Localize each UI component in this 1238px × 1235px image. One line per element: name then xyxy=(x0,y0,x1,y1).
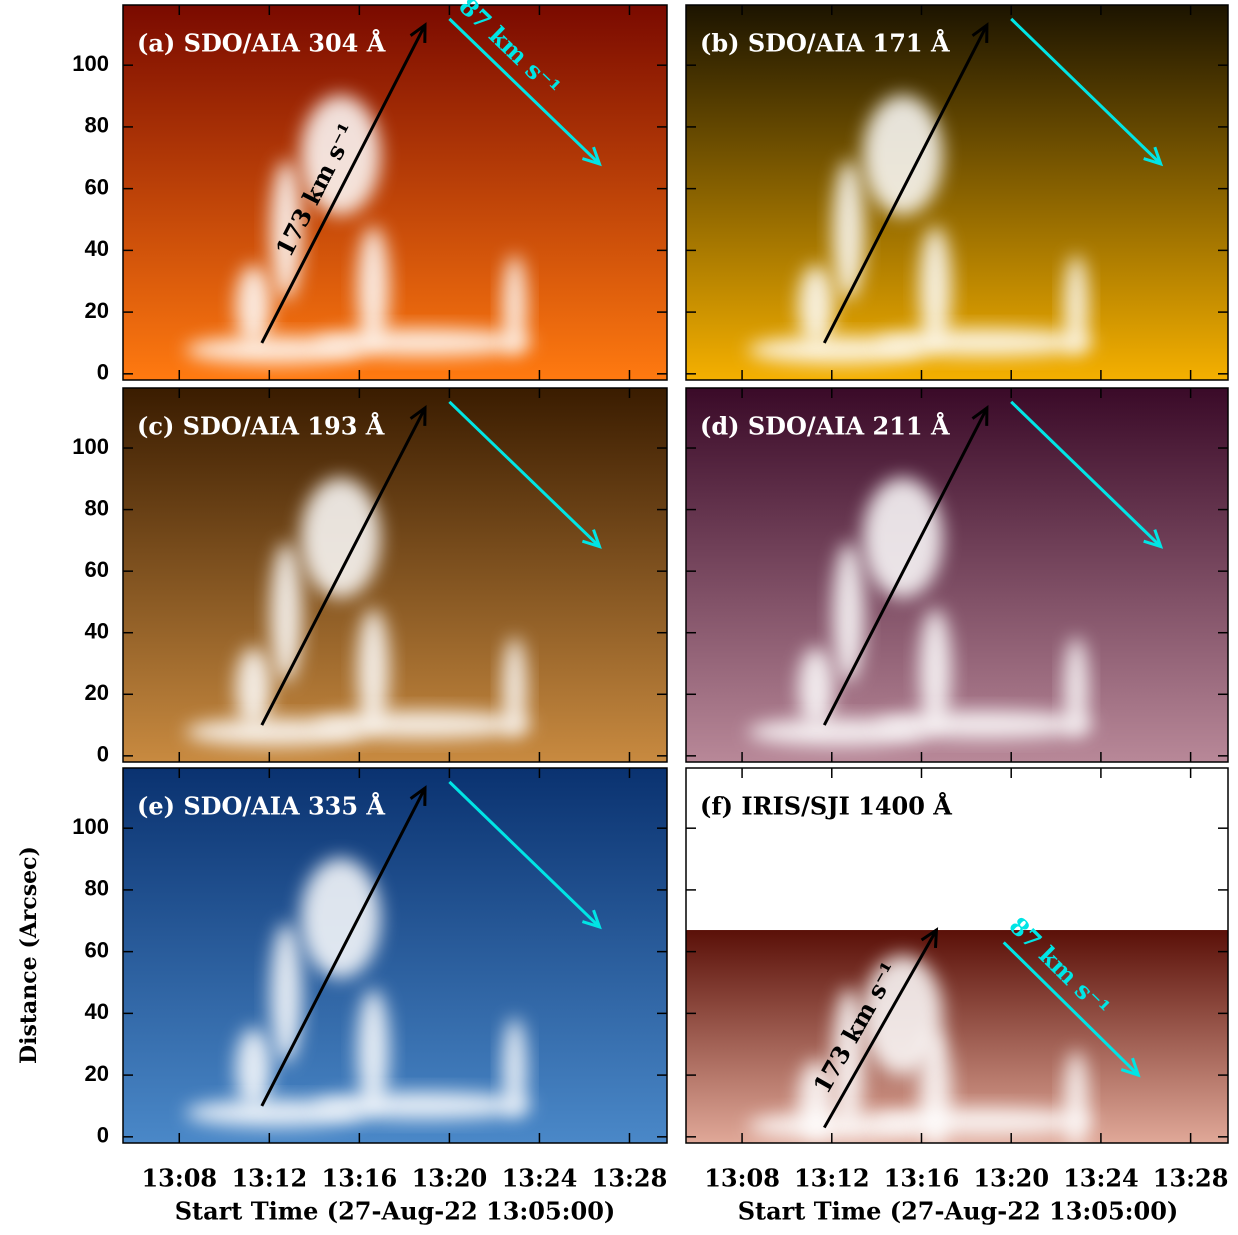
x-tick-label: 13:16 xyxy=(322,1164,398,1193)
bright-feature xyxy=(874,711,1094,739)
panel: 0 20 40 60 80 100 (c) SDO/AIA 193 Å xyxy=(72,388,667,767)
x-tick-label: 13:12 xyxy=(794,1164,870,1193)
x-tick-label: 13:24 xyxy=(502,1164,578,1193)
y-tick-label: 80 xyxy=(85,876,109,901)
bright-feature xyxy=(1064,637,1088,737)
panel-title: (a) SDO/AIA 304 Å xyxy=(137,29,386,58)
image-background xyxy=(123,768,667,1143)
image xyxy=(686,930,1228,1150)
y-tick-label: 60 xyxy=(85,557,109,582)
x-tick-label: 13:20 xyxy=(973,1164,1049,1193)
bright-feature xyxy=(503,637,527,737)
bright-feature xyxy=(312,1092,532,1120)
bright-feature xyxy=(863,95,943,215)
y-tick-label: 0 xyxy=(97,1123,109,1148)
y-axis-label: Distance (Arcsec) xyxy=(16,846,42,1064)
bright-feature xyxy=(874,329,1094,357)
x-axis-label: Start Time (27-Aug-22 13:05:00) xyxy=(175,1197,616,1226)
image xyxy=(686,5,1228,380)
panel-title: (c) SDO/AIA 193 Å xyxy=(137,412,385,441)
y-tick-label: 60 xyxy=(85,937,109,962)
bright-feature xyxy=(357,989,389,1109)
panel: (b) SDO/AIA 171 Å xyxy=(686,5,1228,380)
bright-feature xyxy=(312,711,532,739)
image-background xyxy=(686,5,1228,380)
panel-title: (e) SDO/AIA 335 Å xyxy=(137,792,385,821)
image xyxy=(123,768,667,1143)
y-tick-label: 80 xyxy=(85,495,109,520)
y-tick-label: 20 xyxy=(85,298,109,323)
x-tick-label: 13:28 xyxy=(592,1164,668,1193)
bright-feature xyxy=(270,923,302,1063)
y-tick-label: 0 xyxy=(97,742,109,767)
bright-feature xyxy=(503,1018,527,1118)
panel-title: (d) SDO/AIA 211 Å xyxy=(700,412,950,441)
y-tick-label: 80 xyxy=(85,113,109,138)
bright-feature xyxy=(833,542,865,682)
bright-feature xyxy=(503,255,527,355)
image-background xyxy=(123,388,667,762)
x-tick-label: 13:28 xyxy=(1153,1164,1229,1193)
x-tick-label: 13:16 xyxy=(884,1164,960,1193)
image xyxy=(686,388,1228,762)
y-tick-label: 60 xyxy=(85,174,109,199)
bright-feature xyxy=(863,478,943,598)
image-background xyxy=(686,388,1228,762)
y-tick-label: 20 xyxy=(85,680,109,705)
bright-feature xyxy=(312,329,532,357)
image xyxy=(123,388,667,762)
image-background xyxy=(123,5,667,380)
y-tick-label: 100 xyxy=(72,814,109,839)
figure: Distance (Arcsec) Start Time (27-Aug-22 … xyxy=(0,0,1238,1231)
x-tick-label: 13:24 xyxy=(1063,1164,1139,1193)
panel: 0 20 40 60 80 100 13:08 13:12 13:16 13:20 13:24 13:… xyxy=(72,768,667,1193)
x-tick-label: 13:08 xyxy=(704,1164,780,1193)
y-tick-label: 20 xyxy=(85,1061,109,1086)
y-tick-label: 40 xyxy=(85,999,109,1024)
bright-feature xyxy=(301,478,381,598)
panel-title: (b) SDO/AIA 171 Å xyxy=(700,29,950,58)
x-tick-label: 13:20 xyxy=(412,1164,488,1193)
y-tick-label: 40 xyxy=(85,619,109,644)
bright-feature xyxy=(1064,1050,1088,1150)
panel: 13:08 13:12 13:16 13:20 13:24 13:28 (f) IRIS/S… xyxy=(686,768,1228,1193)
x-axis-label: Start Time (27-Aug-22 13:05:00) xyxy=(738,1197,1179,1226)
panel: (d) SDO/AIA 211 Å xyxy=(686,388,1228,762)
y-tick-label: 100 xyxy=(72,434,109,459)
bright-feature xyxy=(833,160,865,300)
x-tick-label: 13:12 xyxy=(231,1164,307,1193)
y-tick-label: 0 xyxy=(97,360,109,385)
bright-feature xyxy=(919,226,951,346)
y-tick-label: 40 xyxy=(85,236,109,261)
bright-feature xyxy=(919,609,951,729)
bright-feature xyxy=(357,226,389,346)
bright-feature xyxy=(270,542,302,682)
bright-feature xyxy=(1064,255,1088,355)
bright-feature xyxy=(301,858,381,978)
bright-feature xyxy=(874,1108,1094,1136)
y-tick-label: 100 xyxy=(72,51,109,76)
bright-feature xyxy=(357,609,389,729)
x-tick-label: 13:08 xyxy=(141,1164,217,1193)
panel-title: (f) IRIS/SJI 1400 Å xyxy=(700,792,952,821)
image xyxy=(123,5,667,380)
